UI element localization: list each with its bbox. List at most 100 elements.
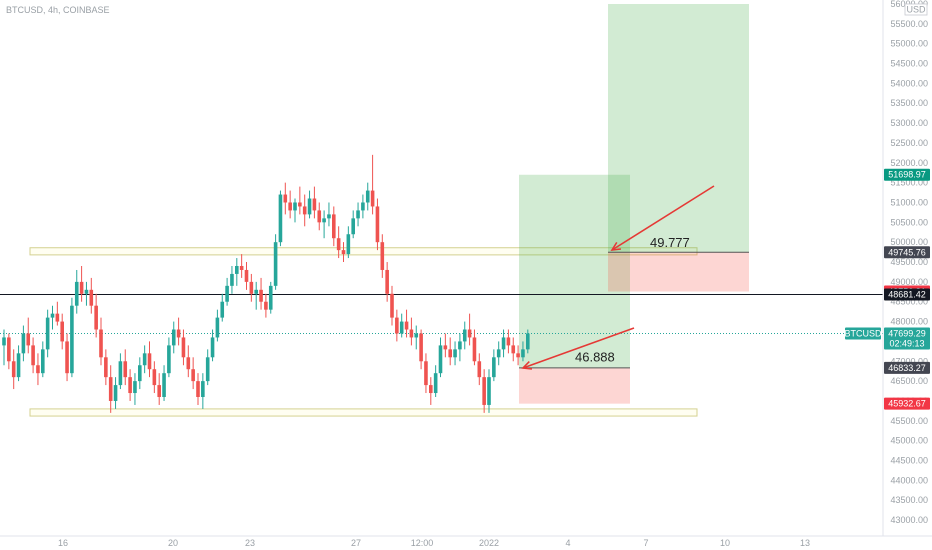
candle-body [414,333,419,338]
candle-body [254,289,258,294]
position-upper-stop-zone[interactable] [608,252,749,292]
candle-body [438,345,443,374]
candle-body [380,242,385,270]
candle-body [487,377,491,405]
time-tick: 23 [245,538,255,548]
time-axis[interactable]: 16 20 23 27 12:00 2022 4 7 10 13 [58,538,810,548]
price-axis-bg [883,0,932,536]
countdown-text: 02:49:13 [889,339,924,349]
currency-box[interactable]: USD [904,3,928,16]
candle-body [322,218,326,223]
price-labels: 51698.9749745.7648756.8148681.4247699.29… [884,168,930,410]
price-tick: 45000.00 [890,436,928,446]
positions-layer [519,4,749,404]
candle-body [45,317,50,350]
candle-body [472,337,477,362]
candle-body [443,345,448,350]
price-tick: 52000.00 [890,158,928,168]
annotation-text[interactable]: 49.777 [650,235,690,250]
price-label-entry [884,361,930,374]
candle-body [138,365,142,382]
currency-label: USD [906,5,926,15]
candle-body [65,341,69,374]
candle-body [230,273,234,286]
candle-body [259,289,263,302]
candle-body [283,194,288,203]
candle-body [50,313,55,318]
candle-body [385,269,389,294]
time-tick: 27 [351,538,361,548]
candle-body [167,345,171,374]
position-upper-profit-zone[interactable] [608,4,749,253]
price-tick: 47000.00 [890,356,928,366]
candle-body [205,357,210,382]
candle-body [55,313,60,322]
price-tick: 53000.00 [890,118,928,128]
candle-body [302,206,307,215]
candle-body [370,190,375,207]
candle-body [60,321,64,342]
price-tick: 44000.00 [890,475,928,485]
candle-body [215,317,220,338]
arrow-upper[interactable] [611,185,715,251]
price-tick: 53500.00 [890,98,928,108]
support-rect[interactable] [29,408,698,417]
time-tick: 7 [643,538,648,548]
annotation-text[interactable]: 46.888 [575,350,615,365]
position-lower-stop-zone[interactable] [519,367,630,404]
candle-body [225,285,229,302]
candle-body [526,333,530,350]
candle-body [220,301,225,318]
arrow-lower[interactable] [522,327,635,369]
price-tick: 49500.00 [890,257,928,267]
candle-body [482,377,486,405]
candle-body [26,333,31,346]
candle-body [424,361,428,386]
price-tick: 52500.00 [890,138,928,148]
price-label-level-49745 [884,246,930,259]
candle-body [152,369,157,386]
symbol-header: BTCUSD, 4h, COINBASE [6,5,110,15]
price-tick: 43000.00 [890,515,928,525]
candle-body [346,234,351,255]
price-label-text: 45932.67 [888,399,926,409]
candle-body [244,269,249,282]
candle-body [31,345,35,366]
arrows-layer [521,185,715,370]
price-tick: 44500.00 [890,456,928,466]
candle-body [501,337,506,350]
price-tick: 55000.00 [890,39,928,49]
candle-body [157,385,161,397]
price-tick: 51000.00 [890,197,928,207]
candle-body [399,321,404,334]
candle-body [462,329,467,342]
time-tick: 2022 [479,538,499,548]
candle-body [409,329,414,338]
candle-body [298,202,302,207]
candle-body [11,361,16,378]
arrow-lower-head [521,361,533,370]
resistance-rect[interactable] [29,247,698,256]
candle-body [104,357,108,378]
price-tick: 49000.00 [890,277,928,287]
candle-body [477,361,482,378]
candle-body [2,337,6,346]
annotations-layer: 49.777 46.888 [575,235,690,365]
price-tick: 51500.00 [890,178,928,188]
candle-body [249,281,254,294]
candle-body [118,361,123,386]
candle-body [147,353,152,370]
time-tick: 12:00 [411,538,434,548]
price-label-text: 49745.76 [888,247,926,257]
candle-body [511,345,516,354]
candle-body [142,353,147,366]
candle-body [273,242,278,286]
candle-body [395,317,399,334]
price-label-stop-lower [884,397,930,410]
candle-body [361,202,365,211]
price-tick: 55500.00 [890,19,928,29]
candle-body [433,373,438,394]
candle-body [79,281,84,294]
candle-body [327,214,331,219]
